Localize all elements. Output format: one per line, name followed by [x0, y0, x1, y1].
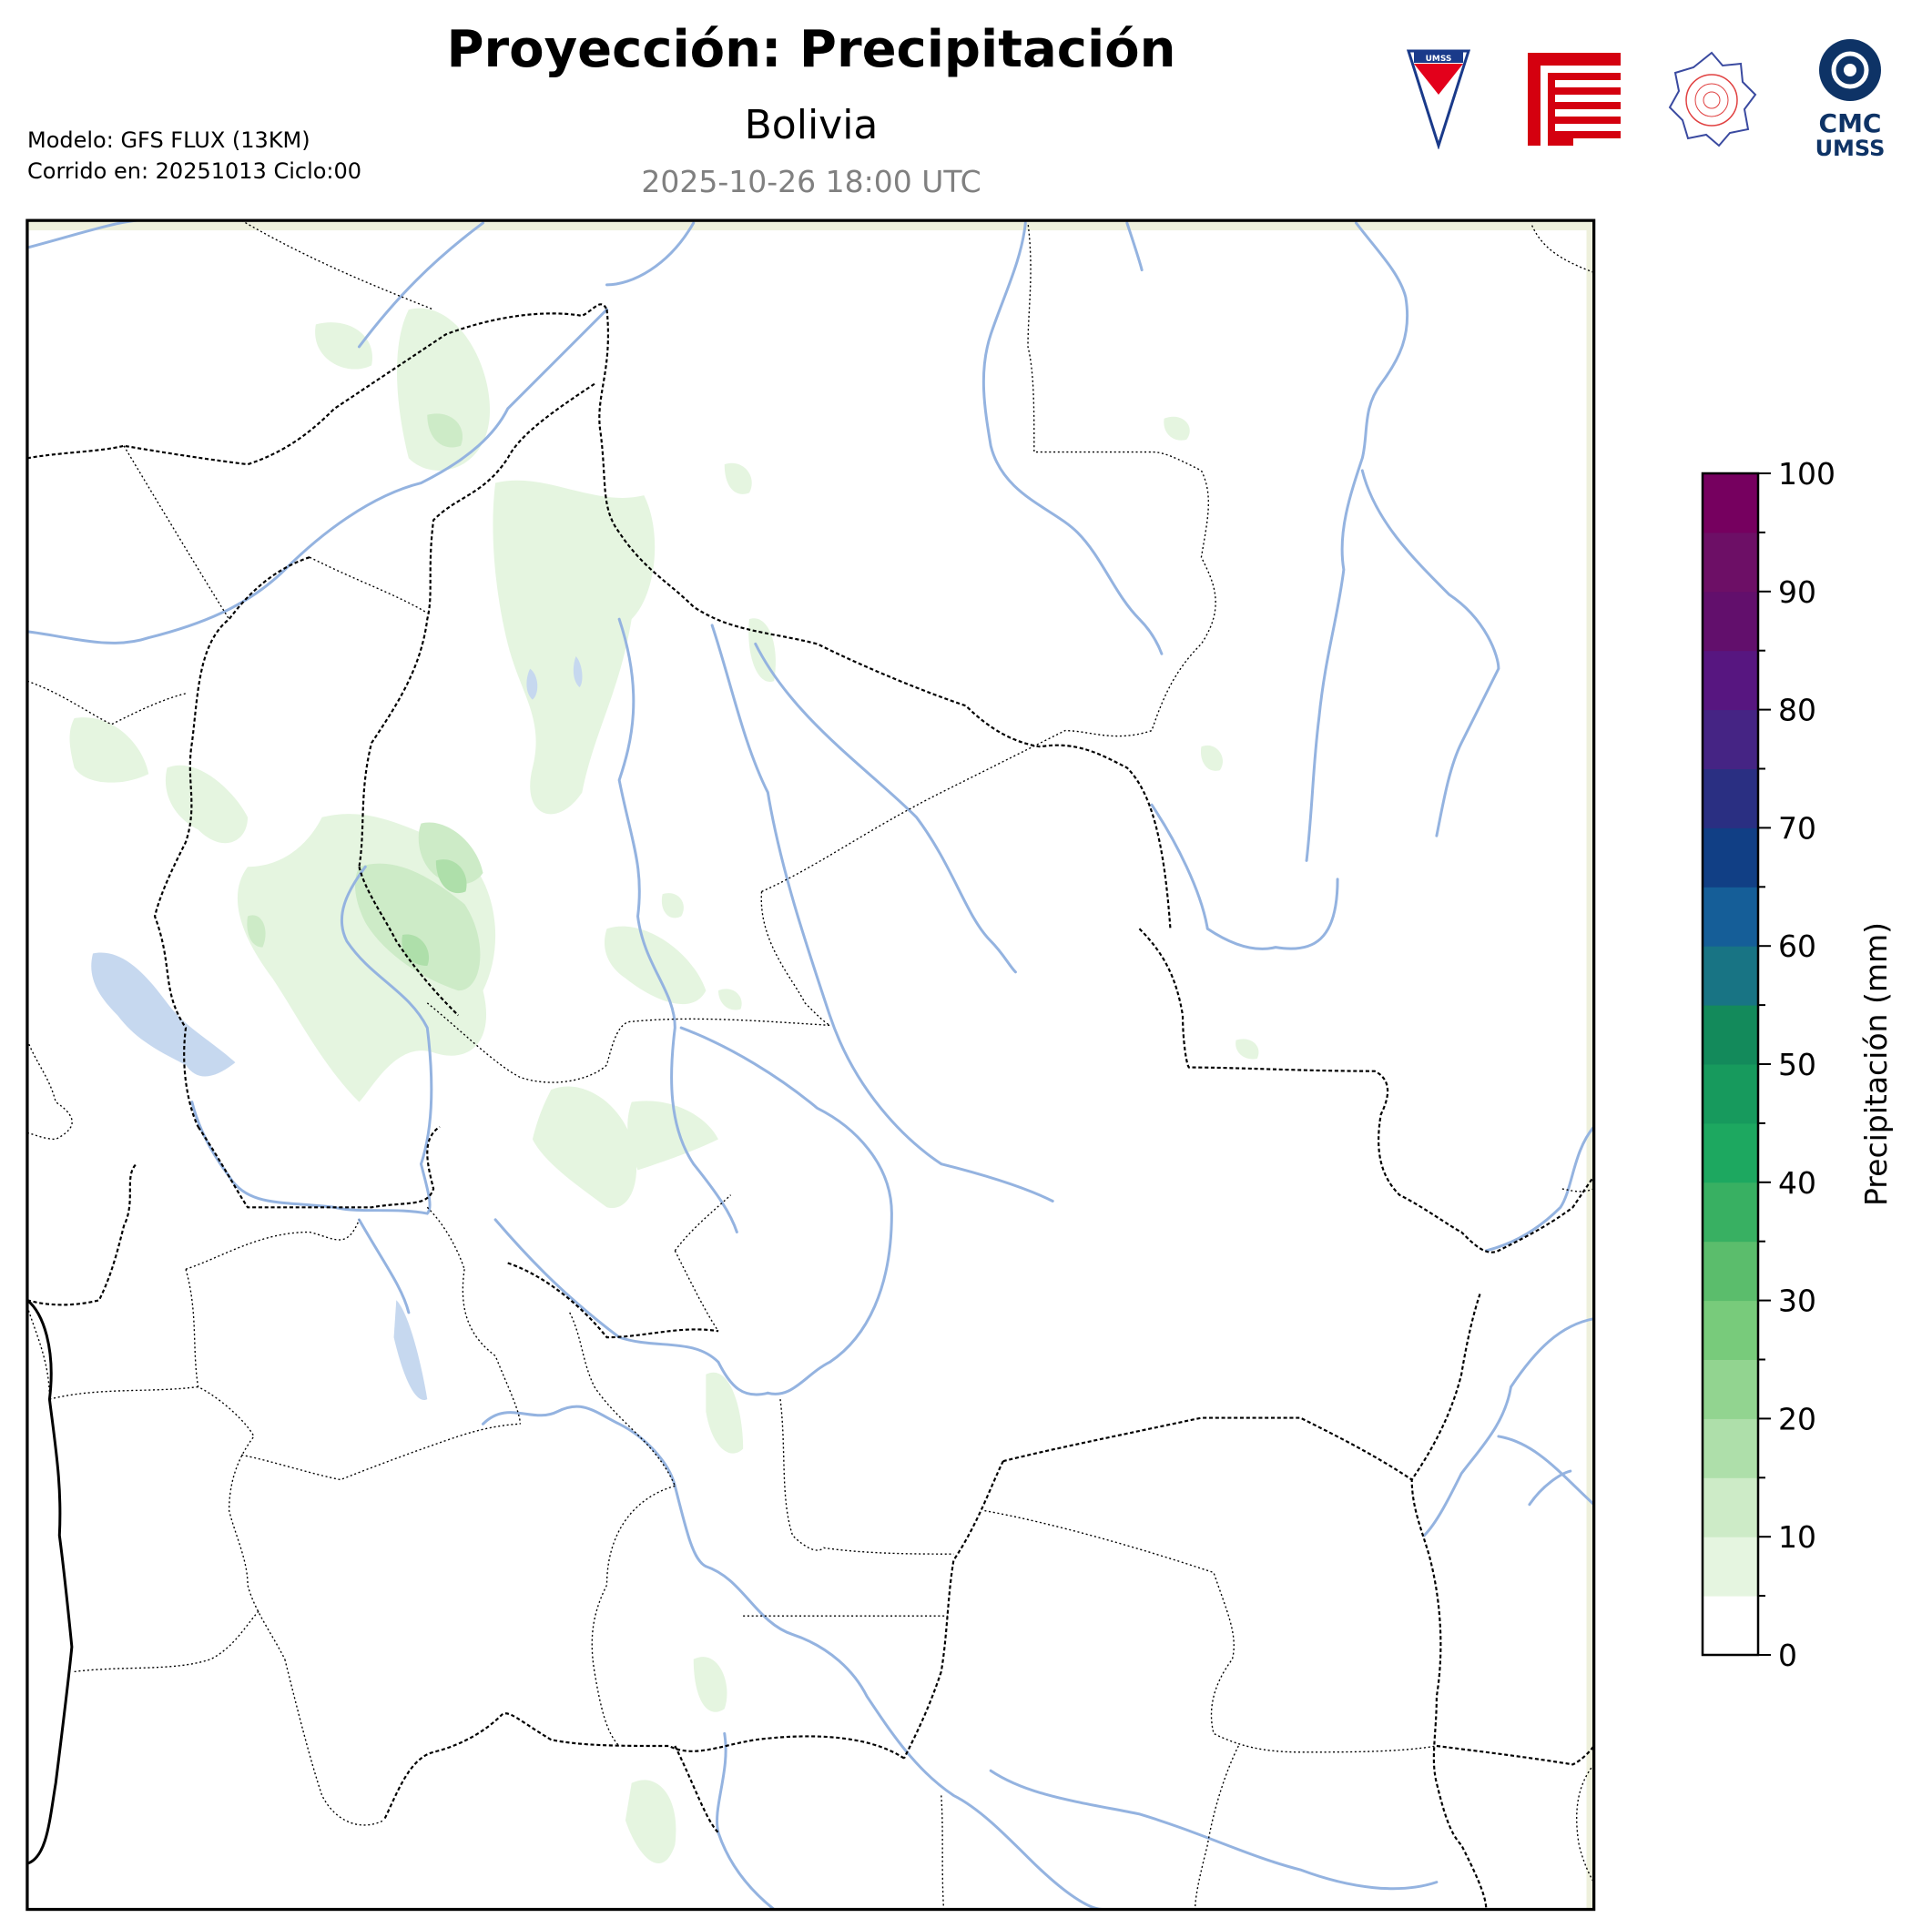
map-background	[26, 220, 1594, 1910]
country-borders	[26, 303, 1594, 1910]
precip-light-areas	[69, 308, 1259, 1864]
colorbar-tick-label: 40	[1778, 1165, 1816, 1201]
svg-text:CMC: CMC	[1819, 108, 1882, 138]
colorbar-label: Precipitación (mm)	[1858, 922, 1894, 1206]
colorbar-segment-25-30	[1703, 1300, 1758, 1360]
colorbar-segments	[1703, 473, 1758, 1656]
colorbar-tick-label: 0	[1778, 1638, 1797, 1673]
fcyt-logo	[1528, 53, 1621, 146]
colorbar-segment-80-85	[1703, 650, 1758, 711]
colorbar-tick-label: 10	[1778, 1519, 1816, 1555]
colorbar-tick-label: 20	[1778, 1401, 1816, 1436]
precip-high-areas	[402, 859, 467, 967]
colorbar-segment-5-10	[1703, 1537, 1758, 1597]
colorbar-ticks: 0 10 20 30 40 50 60 70 80 90 100	[1758, 456, 1835, 1673]
colorbar-segment-70-75	[1703, 768, 1758, 828]
colorbar-segment-55-60	[1703, 946, 1758, 1006]
coastline	[26, 1299, 74, 1865]
colorbar-tick-label: 70	[1778, 810, 1816, 846]
colorbar-tick-label: 50	[1778, 1047, 1816, 1082]
valid-time: 2025-10-26 18:00 UTC	[641, 164, 981, 199]
colorbar-tick-label: 60	[1778, 928, 1816, 964]
map-title: Proyección: Precipitación	[446, 20, 1176, 79]
run-label: Corrido en: 20251013 Ciclo:00	[27, 158, 362, 184]
colorbar-tick-label: 80	[1778, 693, 1816, 728]
colorbar-segment-95-100	[1703, 473, 1758, 533]
colorbar-tick-label: 90	[1778, 574, 1816, 610]
colorbar-segment-15-20	[1703, 1418, 1758, 1478]
colorbar-segment-45-50	[1703, 1064, 1758, 1124]
model-label: Modelo: GFS FLUX (13KM)	[27, 127, 310, 153]
colorbar-segment-40-45	[1703, 1122, 1758, 1183]
colorbar-segment-75-80	[1703, 709, 1758, 769]
land-edge-top	[26, 220, 1594, 231]
colorbar-segment-20-25	[1703, 1359, 1758, 1419]
colorbar-segment-30-35	[1703, 1241, 1758, 1302]
map-frame	[25, 218, 1596, 1912]
colorbar-tick-label: 30	[1778, 1284, 1816, 1319]
colorbar-tick-label: 100	[1778, 456, 1835, 492]
colorbar-segment-65-70	[1703, 827, 1758, 888]
land-edge-right	[1586, 220, 1594, 1910]
precip-mid-areas	[247, 413, 483, 991]
rivers	[26, 220, 1594, 1910]
colorbar-segment-60-65	[1703, 887, 1758, 947]
lakes	[91, 655, 583, 1401]
umss-pennant-logo: UMSS	[1407, 49, 1470, 149]
colorbar-segment-50-55	[1703, 1005, 1758, 1065]
colorbar-segment-0-5	[1703, 1596, 1758, 1656]
colorbar-segment-35-40	[1703, 1182, 1758, 1243]
cmc-umss-logo: CMC UMSS	[1815, 39, 1886, 159]
departamento-fisica-seal	[1668, 51, 1757, 147]
colorbar-segment-10-15	[1703, 1477, 1758, 1537]
internal-borders	[26, 220, 1594, 1910]
colorbar-segment-85-90	[1703, 591, 1758, 652]
svg-text:UMSS: UMSS	[1815, 136, 1886, 159]
colorbar-segment-90-95	[1703, 532, 1758, 593]
svg-text:UMSS: UMSS	[1426, 55, 1452, 64]
map-subtitle: Bolivia	[744, 102, 879, 148]
